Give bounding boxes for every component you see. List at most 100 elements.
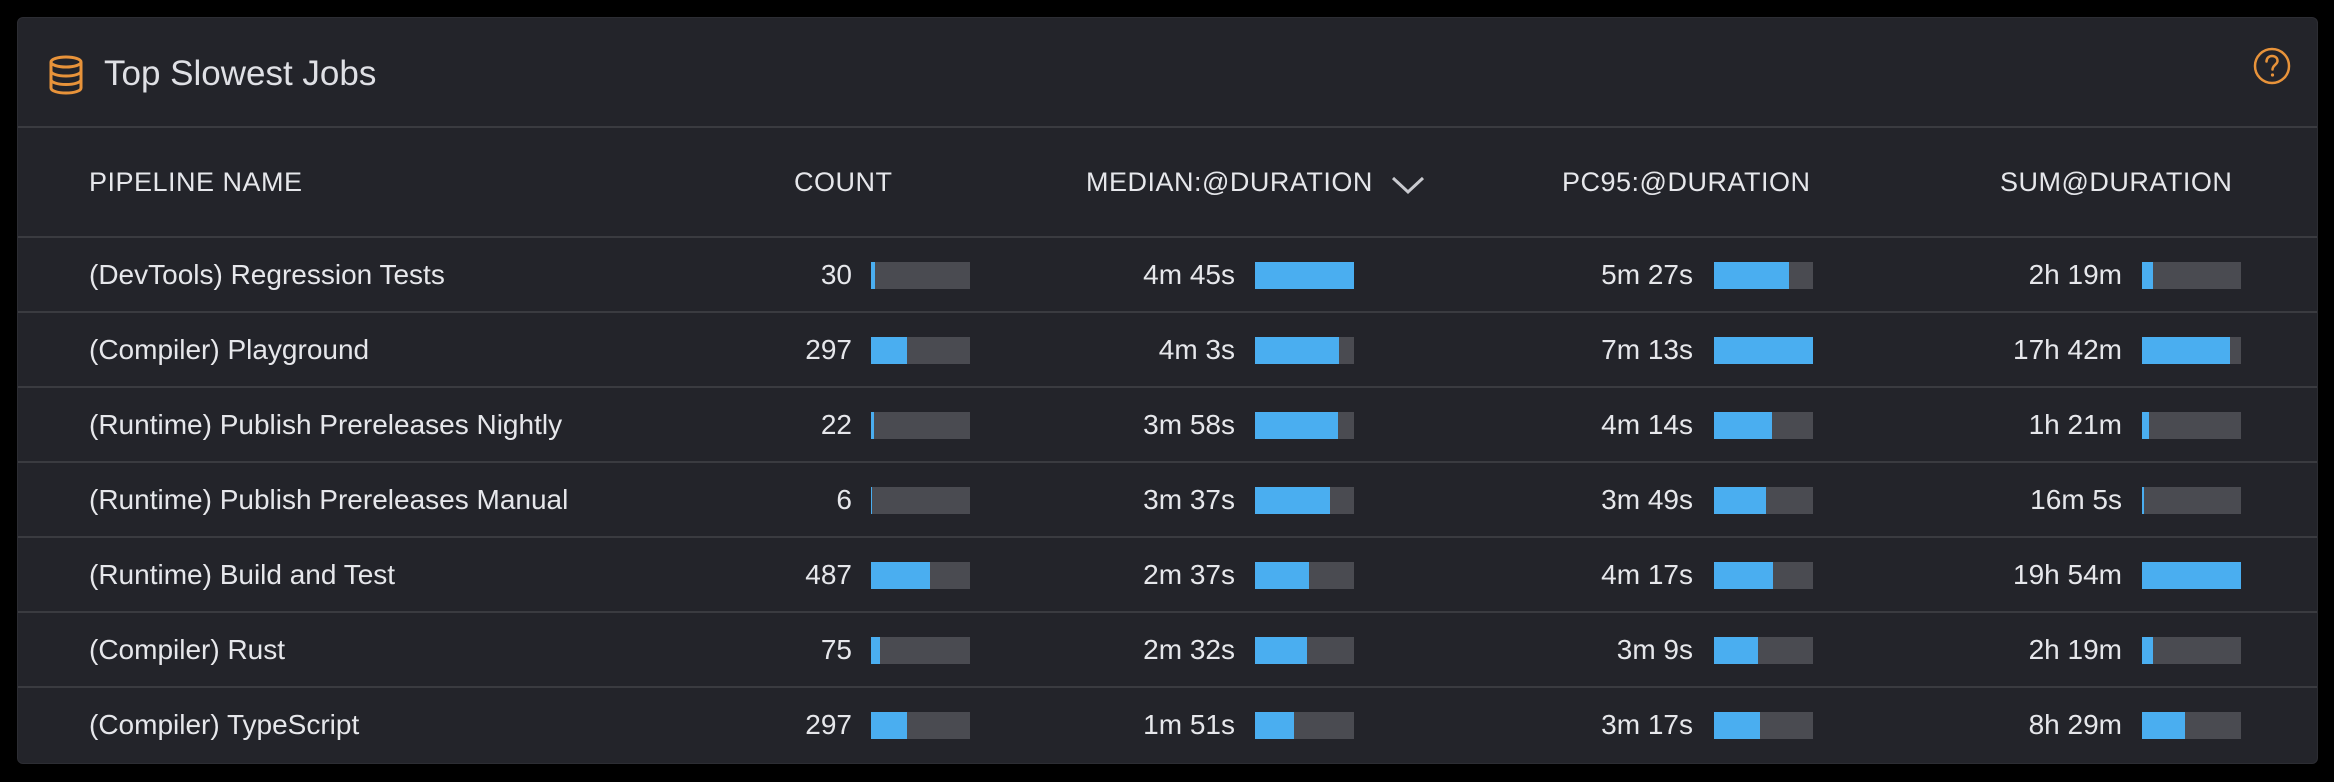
pipeline-name-cell[interactable]: (Runtime) Publish Prereleases Nightly (89, 409, 563, 440)
pc95-bar-fill (1714, 487, 1767, 514)
median-bar (1255, 562, 1354, 589)
median-bar-fill (1255, 412, 1339, 439)
sum-value: 19h 54m (2013, 559, 2122, 590)
median-bar (1255, 262, 1354, 289)
chevron-down-icon[interactable] (1390, 174, 1426, 196)
pipeline-name-cell[interactable]: (Compiler) TypeScript (89, 709, 360, 740)
count-value: 75 (820, 634, 852, 665)
sum-bar-fill (2142, 337, 2231, 364)
sum-bar-fill (2142, 562, 2241, 589)
pc95-value: 7m 13s (1601, 334, 1693, 365)
median-bar (1255, 487, 1354, 514)
sum-value: 2h 19m (2028, 634, 2122, 665)
table-row[interactable]: (DevTools) Regression Tests 30 4m 45s 5m 27… (18, 238, 2317, 313)
median-value: 2m 32s (1143, 634, 1235, 665)
median-value: 4m 45s (1143, 259, 1235, 290)
sum-bar (2142, 712, 2241, 739)
table-row[interactable]: (Compiler) TypeScript 297 1m 51s 3m 17s 8h 2… (18, 688, 2317, 763)
pipeline-name-cell[interactable]: (Compiler) Rust (89, 634, 286, 665)
count-bar-fill (871, 337, 907, 364)
sum-bar-fill (2142, 262, 2153, 289)
pc95-value: 3m 17s (1601, 709, 1693, 740)
table-header: PIPELINE NAME COUNT MEDIAN:@DURATION PC9… (18, 128, 2317, 238)
pc95-value: 4m 14s (1601, 409, 1693, 440)
count-bar (871, 712, 970, 739)
count-bar (871, 637, 970, 664)
median-bar-fill (1255, 562, 1310, 589)
count-bar (871, 562, 970, 589)
sum-bar-fill (2142, 487, 2144, 514)
median-value: 2m 37s (1143, 559, 1235, 590)
pc95-value: 3m 9s (1616, 634, 1693, 665)
median-value: 3m 37s (1143, 484, 1235, 515)
median-bar-fill (1255, 487, 1331, 514)
median-value: 4m 3s (1158, 334, 1235, 365)
database-icon (49, 55, 83, 95)
count-bar (871, 412, 970, 439)
sum-value: 8h 29m (2028, 709, 2122, 740)
sum-value: 16m 5s (2030, 484, 2122, 515)
count-bar (871, 262, 970, 289)
pc95-bar-fill (1714, 337, 1813, 364)
table-row[interactable]: (Runtime) Publish Prereleases Nightly 22 3… (18, 388, 2317, 463)
count-bar (871, 487, 970, 514)
column-header-count[interactable]: COUNT (794, 167, 893, 197)
pipeline-name-cell[interactable]: (Runtime) Build and Test (89, 559, 396, 590)
pipeline-name-cell[interactable]: (Compiler) Playground (89, 334, 370, 365)
column-header-median-duration[interactable]: MEDIAN:@DURATION (1086, 167, 1373, 197)
column-header-sum-duration[interactable]: SUM@DURATION (2000, 167, 2233, 197)
median-bar-fill (1255, 712, 1294, 739)
count-value: 297 (805, 334, 852, 365)
table-row[interactable]: (Runtime) Publish Prereleases Manual 6 3m … (18, 463, 2317, 538)
count-bar-fill (871, 637, 880, 664)
sum-bar-fill (2142, 637, 2153, 664)
count-bar-fill (871, 487, 873, 514)
column-header-pipeline-name[interactable]: PIPELINE NAME (89, 167, 303, 197)
sum-bar (2142, 487, 2241, 514)
count-value: 22 (820, 409, 852, 440)
widget-header: Top Slowest Jobs (18, 18, 2317, 128)
median-bar (1255, 637, 1354, 664)
median-value: 1m 51s (1143, 709, 1235, 740)
count-value: 30 (820, 259, 852, 290)
pipeline-name-cell[interactable]: (DevTools) Regression Tests (89, 259, 445, 290)
help-circle-icon[interactable] (2252, 46, 2292, 86)
median-bar-fill (1255, 337, 1340, 364)
count-bar (871, 337, 970, 364)
sum-value: 2h 19m (2028, 259, 2122, 290)
sum-bar-fill (2142, 712, 2185, 739)
pc95-value: 4m 17s (1601, 559, 1693, 590)
pc95-bar (1714, 487, 1813, 514)
median-value: 3m 58s (1143, 409, 1235, 440)
median-bar (1255, 337, 1354, 364)
median-bar-fill (1255, 262, 1354, 289)
table-row[interactable]: (Compiler) Rust 75 2m 32s 3m 9s 2h 19m (18, 613, 2317, 688)
pc95-bar-fill (1714, 562, 1774, 589)
table-row[interactable]: (Runtime) Build and Test 487 2m 37s 4m 17s 1… (18, 538, 2317, 613)
pipeline-name-cell[interactable]: (Runtime) Publish Prereleases Manual (89, 484, 569, 515)
pc95-bar-fill (1714, 637, 1758, 664)
pc95-bar (1714, 337, 1813, 364)
column-header-pc95-duration[interactable]: PC95:@DURATION (1562, 167, 1811, 197)
sum-bar (2142, 637, 2241, 664)
pc95-bar (1714, 562, 1813, 589)
sum-bar-fill (2142, 412, 2149, 439)
pc95-bar (1714, 262, 1813, 289)
median-bar (1255, 712, 1354, 739)
sum-bar (2142, 262, 2241, 289)
sum-value: 1h 21m (2028, 409, 2122, 440)
table-row[interactable]: (Compiler) Playground 297 4m 3s 7m 13s 17h 4… (18, 313, 2317, 388)
top-slowest-jobs-widget: Top Slowest Jobs PIPELINE NAME COUNT MED… (17, 17, 2318, 764)
count-bar-fill (871, 712, 907, 739)
count-value: 487 (805, 559, 852, 590)
pc95-bar (1714, 412, 1813, 439)
median-bar-fill (1255, 637, 1308, 664)
count-value: 6 (836, 484, 852, 515)
sum-bar (2142, 337, 2241, 364)
pc95-bar (1714, 637, 1813, 664)
pc95-value: 5m 27s (1601, 259, 1693, 290)
sum-value: 17h 42m (2013, 334, 2122, 365)
pc95-bar-fill (1714, 712, 1760, 739)
pc95-value: 3m 49s (1601, 484, 1693, 515)
widget-title: Top Slowest Jobs (104, 54, 377, 93)
